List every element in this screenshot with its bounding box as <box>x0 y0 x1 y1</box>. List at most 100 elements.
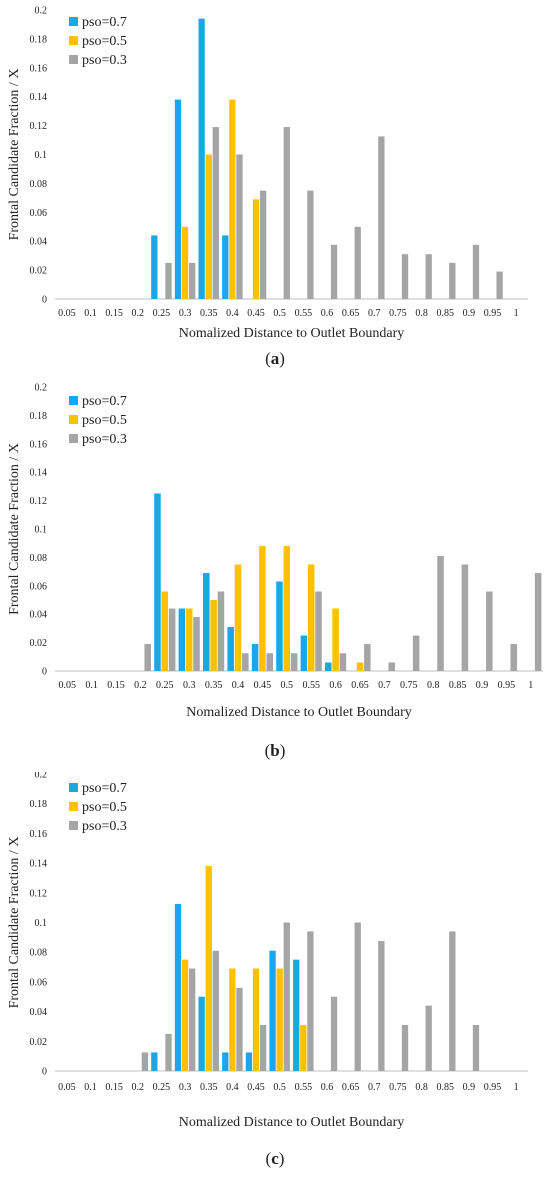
x-tick-label: 0.65 <box>351 680 369 691</box>
bar <box>174 903 182 1071</box>
x-tick-label: 0.6 <box>329 680 342 691</box>
bar <box>449 262 456 299</box>
bar <box>283 922 290 1071</box>
bar <box>330 996 338 1071</box>
x-tick-label: 0.15 <box>105 1082 123 1093</box>
x-tick-label: 0.85 <box>436 1082 454 1093</box>
bar <box>189 262 196 299</box>
y-tick-label: 0.04 <box>30 610 48 621</box>
legend-label: pso=0.5 <box>82 34 127 49</box>
bar <box>245 1052 253 1071</box>
x-tick-label: 0.2 <box>132 308 145 319</box>
y-axis-label: Frontal Candidate Fraction / X <box>7 69 22 241</box>
bar <box>378 136 385 299</box>
bar <box>259 1024 267 1071</box>
chart-a: 0 0.02 0.04 0.06 0.08 0.1 0.12 0.14 0.16 0.18 0.2 0… <box>7 6 528 368</box>
x-tick-label: 0.1 <box>84 308 97 319</box>
bar <box>212 950 219 1071</box>
y-tick-label: 0.16 <box>30 63 48 74</box>
x-tick-label: 0.9 <box>476 680 489 691</box>
x-tick-label: 0.4 <box>226 1082 239 1093</box>
y-tick-label: 0.16 <box>30 829 48 840</box>
y-tick-label: 0.06 <box>30 581 48 592</box>
bar <box>234 564 242 671</box>
bar <box>307 190 314 299</box>
bar <box>300 635 308 671</box>
legend-swatch <box>69 415 78 424</box>
bar <box>332 608 339 671</box>
y-tick-label: 0 <box>42 667 47 678</box>
bar <box>203 573 210 671</box>
bar <box>356 662 364 671</box>
legend-swatch <box>69 802 78 811</box>
bar <box>252 199 260 299</box>
x-tick-label: 0.3 <box>179 308 192 319</box>
y-tick-label: 0.14 <box>30 92 48 103</box>
bar <box>205 154 212 299</box>
y-tick-label: 0.08 <box>30 553 48 564</box>
bar <box>185 608 193 671</box>
y-tick-label: 0.1 <box>35 150 48 161</box>
x-tick-label: 0.15 <box>105 308 123 319</box>
bar <box>401 1024 409 1071</box>
bar <box>412 635 420 671</box>
bar <box>151 235 158 299</box>
x-tick-label: 0.1 <box>85 680 98 691</box>
x-tick-label: 0.4 <box>232 680 245 691</box>
bar <box>300 1024 307 1071</box>
bar <box>165 1033 172 1071</box>
bar <box>307 931 314 1071</box>
y-tick-label: 0.02 <box>30 266 48 277</box>
x-tick-label: 0.75 <box>400 680 418 691</box>
y-axis-label: Frontal Candidate Fraction / X <box>7 443 22 615</box>
y-tick-label: 0.08 <box>30 179 48 190</box>
bar <box>325 662 332 671</box>
bar <box>293 959 300 1071</box>
legend-label: pso=0.3 <box>82 53 127 68</box>
y-tick-label: 0.1 <box>35 525 48 536</box>
y-tick-label: 0.2 <box>35 383 48 394</box>
y-tick-label: 0.04 <box>30 237 48 248</box>
x-tick-label: 0.35 <box>200 308 218 319</box>
x-tick-label: 0.25 <box>153 308 171 319</box>
bar <box>354 226 361 299</box>
bar <box>378 941 385 1071</box>
chart-c: 0 0.02 0.04 0.06 0.08 0.1 0.12 0.14 0.16 0.18 0.2 0… <box>7 770 528 1168</box>
panel-label: (a) <box>265 349 285 368</box>
bar <box>154 493 161 671</box>
x-tick-label: 0.35 <box>200 1082 218 1093</box>
x-tick-label: 0.8 <box>415 1082 428 1093</box>
y-tick-label: 0.14 <box>30 859 48 870</box>
y-tick-label: 0.06 <box>30 977 48 988</box>
bar <box>229 99 236 299</box>
legend-swatch <box>69 783 78 792</box>
x-tick-label: 0.3 <box>183 680 196 691</box>
bar <box>330 244 338 299</box>
bar <box>151 1052 158 1071</box>
x-tick-label: 0.45 <box>247 308 265 319</box>
bar <box>205 866 212 1071</box>
x-tick-label: 0.5 <box>273 308 286 319</box>
legend-swatch <box>69 434 78 443</box>
x-tick-label: 0.6 <box>321 308 334 319</box>
bar <box>283 127 290 299</box>
bar <box>401 254 409 299</box>
x-tick-label: 0.55 <box>302 680 320 691</box>
legend-label: pso=0.3 <box>82 819 127 834</box>
bar <box>315 591 322 671</box>
x-tick-label: 0.3 <box>179 1082 192 1093</box>
x-tick-label: 0.9 <box>463 1082 476 1093</box>
bar <box>290 653 298 671</box>
x-tick-label: 0.75 <box>389 308 407 319</box>
bar <box>425 254 432 299</box>
x-tick-label: 0.8 <box>427 680 440 691</box>
x-tick-label: 0.65 <box>342 1082 360 1093</box>
bar <box>217 591 225 671</box>
bar <box>222 235 229 299</box>
bar <box>269 950 276 1071</box>
y-tick-label: 0 <box>42 295 47 306</box>
bar <box>534 573 542 671</box>
legend-label: pso=0.7 <box>82 394 127 409</box>
x-tick-label: 0.2 <box>134 680 147 691</box>
bar <box>198 996 205 1071</box>
